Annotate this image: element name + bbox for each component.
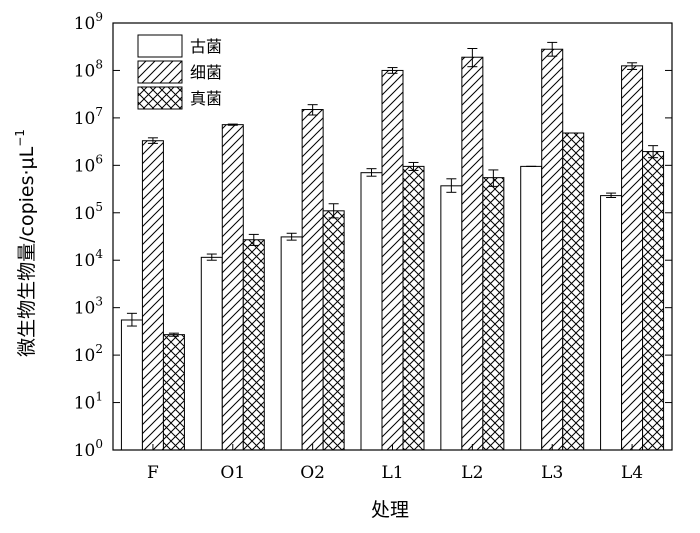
x-tick-label: L2 <box>461 463 483 483</box>
x-tick-label: F <box>147 463 159 483</box>
y-tick-label: 108 <box>74 57 103 81</box>
error-bar <box>328 203 339 219</box>
error-bar <box>147 137 158 144</box>
legend-swatch <box>137 60 183 84</box>
bar <box>642 151 665 451</box>
bar <box>600 195 623 451</box>
bar <box>621 65 644 451</box>
error-bar <box>648 145 659 159</box>
y-tick-label: 105 <box>74 200 103 224</box>
bar <box>440 185 463 451</box>
error-bar <box>488 169 499 187</box>
y-tick-label: 101 <box>74 390 103 414</box>
error-bar <box>286 232 297 241</box>
error-bar <box>366 168 377 177</box>
x-tick-label: L1 <box>381 463 403 483</box>
bar <box>482 177 505 451</box>
error-bar <box>168 332 179 337</box>
legend-label: 古菌 <box>190 37 222 56</box>
y-tick-label: 102 <box>74 342 103 366</box>
error-bar <box>206 253 217 261</box>
bar <box>280 236 303 451</box>
bars-layer <box>120 48 665 451</box>
x-tick-label: L4 <box>621 463 643 483</box>
error-bar <box>227 123 238 126</box>
bar <box>242 239 265 451</box>
legend-swatch <box>137 86 183 110</box>
error-bar <box>408 161 419 171</box>
error-bar <box>547 41 558 57</box>
y-tick-label: 107 <box>74 105 103 129</box>
error-bar <box>606 192 617 198</box>
error-bar <box>627 62 638 70</box>
y-tick-label: 100 <box>74 437 103 461</box>
bar <box>381 69 404 451</box>
x-tick-label: L3 <box>541 463 563 483</box>
legend-label: 真菌 <box>190 89 222 108</box>
error-bar <box>126 312 137 327</box>
legend-label: 细菌 <box>190 63 222 82</box>
bar <box>541 48 564 451</box>
error-bars-layer <box>126 41 659 337</box>
x-axis-title: 处理 <box>371 499 409 521</box>
bar <box>562 132 585 451</box>
y-axis-title: 微生物生物量/copies·μL−1 <box>13 129 38 357</box>
bar <box>322 210 345 451</box>
y-tick-label: 104 <box>74 247 104 271</box>
y-axis-title-main: 微生物生物量/copies·μL <box>16 146 38 357</box>
error-bar <box>307 104 318 116</box>
bar <box>360 172 383 451</box>
x-tick-label: O2 <box>300 463 325 483</box>
bar <box>200 256 223 451</box>
y-tick-label: 109 <box>74 10 103 34</box>
y-axis-title-exponent: −1 <box>13 129 27 147</box>
bar <box>162 334 185 451</box>
error-bar <box>446 178 457 193</box>
axes-layer: 100 101 102 103 104 105 106 107 108 109 F O1 O2 L1 L2 L… <box>74 10 673 483</box>
bar <box>120 319 143 451</box>
y-tick-label: 103 <box>74 295 103 319</box>
bar <box>301 109 324 451</box>
error-bar <box>248 233 259 246</box>
bar <box>461 56 484 451</box>
bar <box>141 140 164 451</box>
bar <box>520 165 543 451</box>
error-bar <box>387 67 398 74</box>
bar <box>221 124 244 451</box>
legend-swatch <box>137 34 183 58</box>
x-tick-label: O1 <box>220 463 245 483</box>
y-tick-label: 106 <box>74 152 103 176</box>
bar <box>402 165 425 451</box>
error-bar <box>467 48 478 68</box>
